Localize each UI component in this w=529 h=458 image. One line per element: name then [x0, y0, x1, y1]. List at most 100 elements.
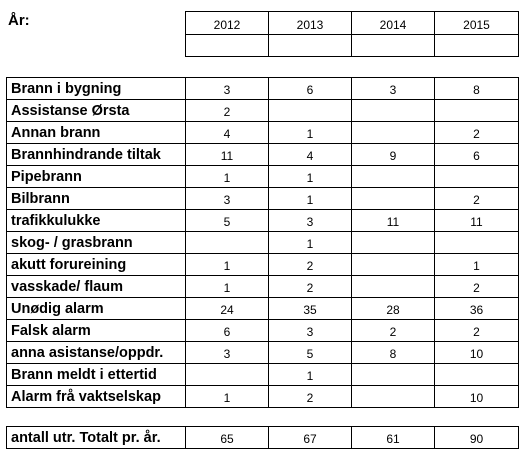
- year-cell-2015: 2015: [434, 11, 519, 35]
- table-row: Falsk alarm 6 3 2 2: [6, 319, 519, 342]
- row-value-2015: 2: [434, 275, 519, 298]
- row-value-2013: 4: [268, 143, 352, 166]
- row-value-2015: 11: [434, 209, 519, 232]
- row-label: Brannhindrande tiltak: [6, 143, 186, 166]
- year-blank-cell: [268, 34, 352, 57]
- year-blank-cell: [185, 34, 269, 57]
- row-value-2012: 1: [185, 165, 269, 188]
- row-label: Brann meldt i ettertid: [6, 363, 186, 386]
- row-label: Unødig alarm: [6, 297, 186, 320]
- row-value-2013: 5: [268, 341, 352, 364]
- row-value-2015: 2: [434, 187, 519, 210]
- row-label: anna asistanse/oppdr.: [6, 341, 186, 364]
- row-value-2015: [434, 165, 519, 188]
- table-row: trafikkulukke 5 3 11 11: [6, 209, 519, 232]
- row-value-2014: [351, 121, 435, 144]
- year-cell-2012: 2012: [185, 11, 269, 35]
- row-value-2013: 1: [268, 363, 352, 386]
- row-value-2013: 1: [268, 165, 352, 188]
- table-row: Assistanse Ørsta 2: [6, 99, 519, 122]
- row-value-2012: 2: [185, 99, 269, 122]
- row-value-2015: 8: [434, 77, 519, 100]
- year-blank-cell: [351, 34, 435, 57]
- row-value-2012: 11: [185, 143, 269, 166]
- row-value-2015: [434, 363, 519, 386]
- table-row: Pipebrann 1 1: [6, 165, 519, 188]
- year-cell-2013: 2013: [268, 11, 352, 35]
- table-row: Annan brann 4 1 2: [6, 121, 519, 144]
- row-value-2015: 36: [434, 297, 519, 320]
- table-row: Brann i bygning 3 6 3 8: [6, 77, 519, 100]
- row-value-2014: [351, 363, 435, 386]
- row-value-2015: 10: [434, 341, 519, 364]
- row-value-2014: [351, 385, 435, 408]
- table-row: Brann meldt i ettertid 1: [6, 363, 519, 386]
- row-value-2015: 10: [434, 385, 519, 408]
- table-row: vasskade/ flaum 1 2 2: [6, 275, 519, 298]
- row-label: Alarm frå vaktselskap: [6, 385, 186, 408]
- total-row: antall utr. Totalt pr. år. 65 67 61 90: [6, 426, 519, 449]
- year-header-table: 2012 2013 2014 2015: [185, 11, 519, 57]
- row-value-2013: 2: [268, 385, 352, 408]
- row-value-2013: 2: [268, 275, 352, 298]
- table-row: skog- / grasbrann 1: [6, 231, 519, 254]
- row-value-2012: 3: [185, 187, 269, 210]
- row-value-2015: [434, 231, 519, 254]
- total-table: antall utr. Totalt pr. år. 65 67 61 90: [6, 426, 519, 449]
- row-value-2013: [268, 99, 352, 122]
- table-row: Bilbrann 3 1 2: [6, 187, 519, 210]
- row-label: akutt forureining: [6, 253, 186, 276]
- total-value-2012: 65: [185, 426, 269, 449]
- year-blank-cell: [434, 34, 519, 57]
- row-label: Bilbrann: [6, 187, 186, 210]
- row-value-2012: 24: [185, 297, 269, 320]
- row-value-2014: [351, 99, 435, 122]
- row-value-2014: [351, 165, 435, 188]
- year-header-table-wrap: 2012 2013 2014 2015: [185, 11, 519, 57]
- row-value-2013: 2: [268, 253, 352, 276]
- total-table-wrap: antall utr. Totalt pr. år. 65 67 61 90: [6, 426, 519, 449]
- row-value-2012: 5: [185, 209, 269, 232]
- total-value-2014: 61: [351, 426, 435, 449]
- row-label: Brann i bygning: [6, 77, 186, 100]
- row-value-2014: [351, 275, 435, 298]
- row-value-2014: [351, 187, 435, 210]
- row-value-2012: 1: [185, 275, 269, 298]
- row-value-2014: [351, 253, 435, 276]
- table-row: Unødig alarm 24 35 28 36: [6, 297, 519, 320]
- row-value-2013: 6: [268, 77, 352, 100]
- row-value-2015: [434, 99, 519, 122]
- data-table-wrap: Brann i bygning 3 6 3 8 Assistanse Ørsta 2 Anna…: [6, 77, 519, 408]
- row-value-2012: 6: [185, 319, 269, 342]
- row-value-2015: 1: [434, 253, 519, 276]
- total-label: antall utr. Totalt pr. år.: [6, 426, 186, 449]
- row-label: skog- / grasbrann: [6, 231, 186, 254]
- row-value-2012: 4: [185, 121, 269, 144]
- row-value-2012: [185, 231, 269, 254]
- row-value-2013: 1: [268, 187, 352, 210]
- row-value-2014: [351, 231, 435, 254]
- row-value-2012: 1: [185, 253, 269, 276]
- total-value-2015: 90: [434, 426, 519, 449]
- row-value-2013: 35: [268, 297, 352, 320]
- row-value-2014: 8: [351, 341, 435, 364]
- row-label: Pipebrann: [6, 165, 186, 188]
- row-label: trafikkulukke: [6, 209, 186, 232]
- row-value-2013: 1: [268, 121, 352, 144]
- row-label: Annan brann: [6, 121, 186, 144]
- row-value-2014: 3: [351, 77, 435, 100]
- table-row: Brannhindrande tiltak 11 4 9 6: [6, 143, 519, 166]
- row-value-2012: 1: [185, 385, 269, 408]
- row-value-2015: 2: [434, 319, 519, 342]
- table-row: anna asistanse/oppdr. 3 5 8 10: [6, 341, 519, 364]
- row-value-2012: [185, 363, 269, 386]
- row-value-2012: 3: [185, 341, 269, 364]
- data-table: Brann i bygning 3 6 3 8 Assistanse Ørsta 2 Anna…: [6, 77, 519, 408]
- table-row: Alarm frå vaktselskap 1 2 10: [6, 385, 519, 408]
- row-value-2014: 2: [351, 319, 435, 342]
- row-label: Assistanse Ørsta: [6, 99, 186, 122]
- row-value-2014: 28: [351, 297, 435, 320]
- row-value-2013: 3: [268, 209, 352, 232]
- row-value-2012: 3: [185, 77, 269, 100]
- year-cell-2014: 2014: [351, 11, 435, 35]
